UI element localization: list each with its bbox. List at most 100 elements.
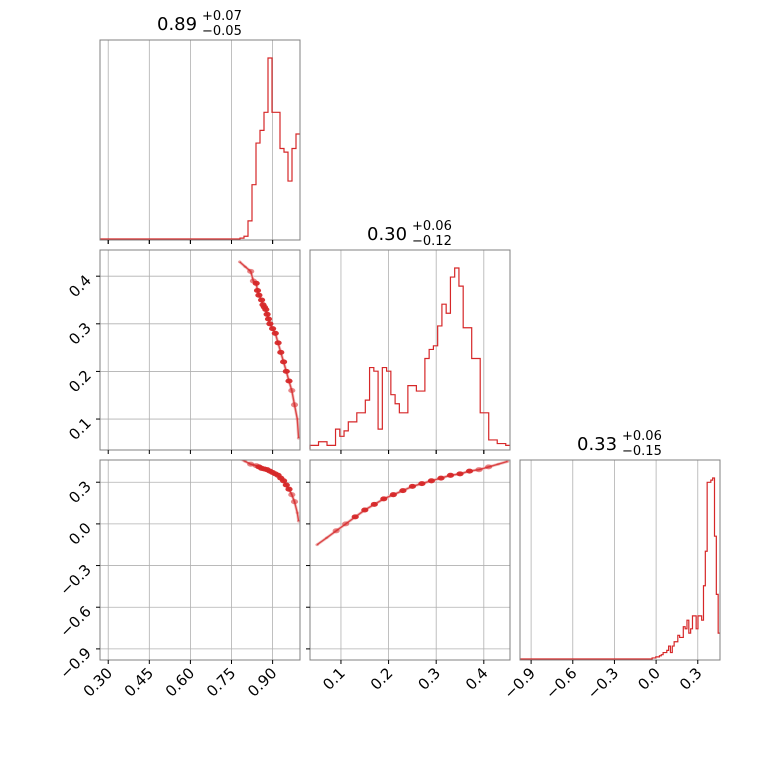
histogram-1 xyxy=(309,267,510,449)
scatter-point xyxy=(456,471,464,477)
x-tick-label: 0.3 xyxy=(414,664,444,694)
scatter-point xyxy=(295,511,300,515)
y-tick-label: 0.3 xyxy=(65,319,95,349)
y-tick-label: 0.1 xyxy=(65,414,95,444)
x-tick-label: 0.45 xyxy=(121,664,157,700)
title-minus: −0.12 xyxy=(412,234,452,249)
scatter-point xyxy=(296,436,300,440)
scatter-point xyxy=(342,521,350,527)
y-tick-label: −0.6 xyxy=(56,602,94,640)
scatter-point xyxy=(505,460,510,463)
panel-frame-1-1 xyxy=(309,249,511,451)
scatter-point xyxy=(288,492,296,498)
x-tick-label: 0.1 xyxy=(319,664,349,694)
title-plus: +0.06 xyxy=(622,429,662,444)
x-tick-label: 0.60 xyxy=(162,664,198,700)
y-tick-label: 0.3 xyxy=(65,477,95,507)
scatter-point xyxy=(370,501,378,507)
x-tick-label: −0.9 xyxy=(500,664,538,702)
y-tick-label: 0.0 xyxy=(65,519,95,549)
param-title-1: 0.30 +0.06−0.12 xyxy=(367,219,452,249)
density-trail xyxy=(238,260,300,440)
density-line xyxy=(316,460,508,546)
scatter-point xyxy=(315,543,319,546)
scatter-point xyxy=(296,519,300,523)
x-tick-label: 0.75 xyxy=(203,664,239,700)
title-value: 0.33 xyxy=(577,434,617,455)
scatter-point xyxy=(361,507,369,513)
scatter-point xyxy=(324,536,329,540)
scatter-point xyxy=(465,468,474,474)
scatter-point xyxy=(266,321,274,327)
scatter-point xyxy=(290,499,299,505)
panel-frame-2-1 xyxy=(309,459,511,661)
panel-frame-0-0 xyxy=(99,39,301,241)
scatter-point xyxy=(277,349,285,355)
param-title-0: 0.89 +0.07−0.05 xyxy=(157,9,242,39)
title-plus: +0.06 xyxy=(412,219,452,234)
scatter-point xyxy=(408,483,416,489)
scatter-point xyxy=(282,482,290,488)
title-value: 0.89 xyxy=(157,14,197,35)
scatter-point xyxy=(238,457,242,460)
scatter-point xyxy=(351,514,359,520)
histogram-2 xyxy=(520,477,720,660)
scatter-point xyxy=(285,486,293,492)
panel-frame-1-0 xyxy=(99,249,301,451)
frames-layer xyxy=(99,39,721,661)
scatter-point xyxy=(485,464,493,470)
scatter-point xyxy=(253,287,262,294)
ticks-layer: 0.30 0.45 0.60 0.75 0.90 0.1 0.2 0.3 0.4 −0.9 −0.6… xyxy=(56,240,706,703)
panel-frame-2-2 xyxy=(519,459,721,661)
scatter-point xyxy=(446,472,455,478)
title-plus: +0.07 xyxy=(202,9,242,24)
scatter-point xyxy=(271,330,279,336)
scatter-point xyxy=(258,297,266,303)
y-tick-label: 0.2 xyxy=(65,367,95,397)
scatter-point xyxy=(247,268,255,274)
scatter-point xyxy=(274,340,282,346)
scatter-point xyxy=(263,311,271,317)
x-tick-label: 0.0 xyxy=(634,664,664,694)
grid-layer xyxy=(100,40,699,660)
scatter-point xyxy=(496,462,500,466)
panel-frame-2-0 xyxy=(99,459,301,661)
scatter-point xyxy=(332,528,340,534)
x-tick-label: 0.90 xyxy=(244,664,280,700)
title-value: 0.30 xyxy=(367,224,407,245)
scatter-point xyxy=(290,402,299,408)
scatter-point xyxy=(380,496,388,502)
scatter-point xyxy=(399,488,407,494)
titles-layer: 0.89 +0.07−0.050.30 +0.06−0.120.33 +0.06−0.… xyxy=(157,9,662,459)
scatter-point xyxy=(243,265,247,268)
scatter-p2_vs_p0 xyxy=(238,457,300,523)
scatter-p1_vs_p0 xyxy=(237,260,300,440)
data-layer xyxy=(100,57,720,660)
y-tick-label: −0.3 xyxy=(56,561,94,599)
scatter-point xyxy=(255,292,263,298)
title-minus: −0.05 xyxy=(202,24,242,39)
histogram-0 xyxy=(100,57,300,240)
scatter-point xyxy=(280,359,288,365)
scatter-p2_vs_p1 xyxy=(315,460,510,547)
x-tick-label: −0.3 xyxy=(584,664,622,702)
scatter-point xyxy=(437,475,445,481)
x-tick-label: 0.2 xyxy=(367,664,397,694)
scatter-point xyxy=(288,387,296,394)
x-tick-label: 0.30 xyxy=(80,664,116,700)
scatter-point xyxy=(285,378,293,384)
y-tick-label: −0.9 xyxy=(56,644,94,682)
scatter-point xyxy=(243,460,247,463)
scatter-point xyxy=(295,417,300,421)
scatter-point xyxy=(418,481,426,487)
scatter-point xyxy=(389,492,397,498)
scatter-point xyxy=(237,260,242,264)
scatter-point xyxy=(427,478,435,484)
scatter-point xyxy=(280,478,288,484)
param-title-2: 0.33 +0.06−0.15 xyxy=(577,429,662,459)
scatter-point xyxy=(262,306,270,313)
scatter-point xyxy=(247,461,255,467)
x-tick-label: −0.6 xyxy=(542,664,580,702)
scatter-point xyxy=(252,280,260,286)
